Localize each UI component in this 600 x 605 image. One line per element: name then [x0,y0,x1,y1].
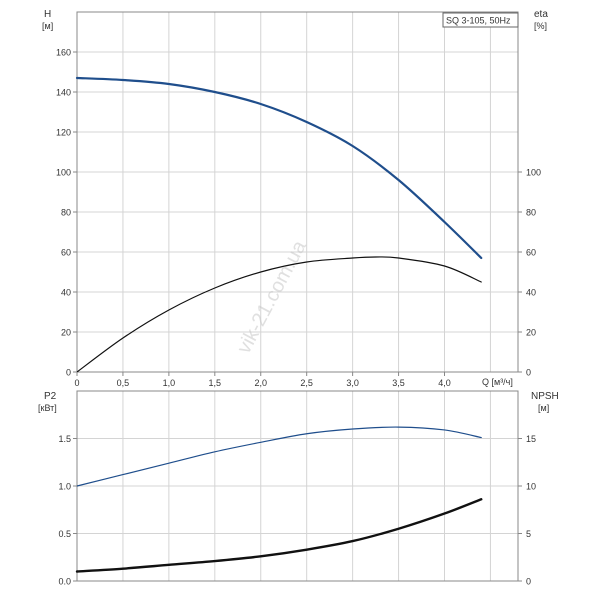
top-right-tick-label: 40 [526,288,536,298]
top-tick-labels: 0 20 40 60 80 100 120 140 160 0 20 40 60 80 100 0 0,5 1,0… [56,48,541,389]
top-grid [77,12,518,372]
top-left-tick-label: 0 [66,368,71,378]
top-right-axis-label-2: [%] [534,21,547,31]
top-right-tick-label: 60 [526,248,536,258]
top-left-tick-label: 20 [61,328,71,338]
bottom-right-tick-label: 0 [526,577,531,587]
top-right-tick-label: 80 [526,208,536,218]
top-right-tick-label: 100 [526,168,541,178]
bottom-right-axis-label-2: [м] [538,403,549,413]
top-right-tick-label: 20 [526,328,536,338]
watermark: vik-21.com.ua [233,236,311,357]
top-left-axis-label-1: H [44,9,51,20]
legend-label: SQ 3-105, 50Hz [446,16,511,26]
x-tick-label: 1,5 [209,378,222,388]
top-series-0-line [75,76,483,260]
legend-box: SQ 3-105, 50Hz [442,12,519,28]
legend-frame [442,12,519,28]
top-series-group [75,76,483,373]
top-left-tick-label: 100 [56,168,71,178]
x-tick-label: 2,0 [254,378,267,388]
top-right-tick-label: 0 [526,368,531,378]
bottom-tick-labels: 0.0 0.5 1.0 1.5 0 5 10 15 [58,434,536,587]
top-series-1-line [76,256,482,373]
top-left-tick-label: 120 [56,128,71,138]
x-tick-label: 3,5 [392,378,405,388]
bottom-left-tick-label: 1.0 [58,482,71,492]
bottom-series-0-line [76,426,482,487]
top-plot-frame [76,11,519,373]
x-tick-label: 2,5 [300,378,313,388]
top-left-axis-label-2: [м] [42,21,53,31]
top-left-tick-label: 140 [56,88,71,98]
bottom-left-axis-label-1: P2 [44,391,57,402]
bottom-series-1-line [75,498,483,573]
x-tick-label: 1,0 [163,378,176,388]
bottom-grid [77,391,518,581]
bottom-right-tick-label: 15 [526,434,536,444]
bottom-series-group [75,426,483,573]
x-tick-label: 3,0 [346,378,359,388]
head-efficiency-panel: 0 20 40 60 80 100 120 140 160 0 20 40 60 80 100 0 0,5 1,0… [42,9,548,388]
top-right-axis-label-1: eta [534,9,548,20]
bottom-right-axis-label-1: NPSH [531,391,559,402]
bottom-left-tick-label: 0.5 [58,529,71,539]
bottom-right-tick-label: 10 [526,482,536,492]
top-left-tick-label: 40 [61,288,71,298]
x-tick-label: 0,5 [117,378,130,388]
x-tick-label: 4,0 [438,378,451,388]
x-axis-label: Q [м³/ч] [482,377,513,387]
top-left-tick-label: 80 [61,208,71,218]
bottom-left-tick-label: 1.5 [58,434,71,444]
bottom-left-axis-label-2: [кВт] [38,403,57,413]
x-tick-label: 0 [74,378,79,388]
bottom-right-tick-label: 5 [526,529,531,539]
bottom-left-tick-label: 0.0 [58,577,71,587]
power-npsh-panel: 0.0 0.5 1.0 1.5 0 5 10 15 P2 [кВт] NPSH [м] [38,390,559,587]
top-left-tick-label: 160 [56,48,71,58]
top-left-tick-label: 60 [61,248,71,258]
